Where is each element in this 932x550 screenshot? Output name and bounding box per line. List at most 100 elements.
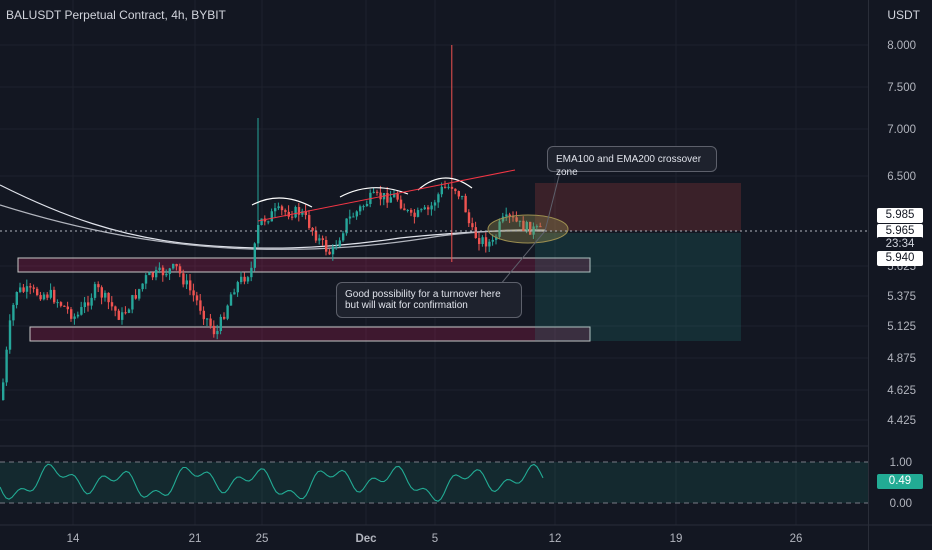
time-tick-label: 21 xyxy=(189,533,202,545)
candle-body xyxy=(433,202,437,206)
candle-body xyxy=(376,191,379,193)
candle-body xyxy=(199,300,202,311)
candle-body xyxy=(450,186,454,189)
support-zones xyxy=(17,183,741,342)
time-tick-label: 14 xyxy=(67,533,80,545)
rsi-value-badge: 0.49 xyxy=(877,474,923,489)
candle-body xyxy=(447,186,450,188)
candle-body xyxy=(73,316,76,319)
candle-body xyxy=(49,289,52,298)
candle-body xyxy=(257,225,260,244)
time-tick-label: Dec xyxy=(355,533,377,545)
candle-body xyxy=(287,211,290,217)
candle-body xyxy=(246,277,250,282)
time-tick-label: 25 xyxy=(256,533,269,545)
candle-body xyxy=(532,226,535,235)
candle-body xyxy=(471,223,474,228)
price-tick-label: 8.000 xyxy=(887,40,916,52)
candle-body xyxy=(243,276,246,282)
currency-label: USDT xyxy=(887,8,920,22)
rsi-tick-label: 0.00 xyxy=(890,498,912,510)
candle-body xyxy=(168,268,171,274)
candle-body xyxy=(522,220,525,232)
candle-body xyxy=(15,291,18,305)
time-tick-label: 26 xyxy=(790,533,803,545)
candle-body xyxy=(270,211,273,222)
candle-body xyxy=(297,207,301,215)
candle-body xyxy=(2,382,5,400)
resistance-trendline xyxy=(257,169,516,222)
candle-body xyxy=(5,349,8,383)
target-price-badge: 5.985 xyxy=(877,208,923,223)
candle-body xyxy=(403,208,406,211)
price-tick-label: 7.000 xyxy=(887,124,916,136)
candle-countdown: 23:34 xyxy=(877,237,923,252)
candle-body xyxy=(141,283,144,290)
candle-body xyxy=(189,280,192,291)
candle-body xyxy=(240,276,243,283)
candle-body xyxy=(148,272,151,276)
candle-body xyxy=(151,272,154,278)
rsi-band xyxy=(0,462,868,503)
chart-title: BALUSDT Perpetual Contract, 4h, BYBIT xyxy=(6,8,226,22)
candle-body xyxy=(311,227,314,231)
candle-body xyxy=(484,237,488,247)
ema-crossover-note[interactable]: EMA100 and EMA200 crossover zone xyxy=(547,146,717,178)
candle-body xyxy=(291,216,294,218)
candle-body xyxy=(104,292,107,298)
candle-body xyxy=(491,239,494,242)
candle-body xyxy=(478,238,481,244)
candle-body xyxy=(304,211,307,216)
candle-body xyxy=(212,325,216,335)
candle-body xyxy=(454,188,457,192)
candle-body xyxy=(413,212,416,217)
candle-body xyxy=(498,221,501,237)
candle-body xyxy=(277,206,280,209)
candle-body xyxy=(192,290,195,296)
time-tick-label: 12 xyxy=(549,533,562,545)
candle-body xyxy=(32,287,35,289)
candle-body xyxy=(437,194,440,203)
candle-body xyxy=(155,269,158,278)
candle-body xyxy=(518,220,522,222)
candle-body xyxy=(260,218,263,226)
candle-body xyxy=(301,211,304,215)
candle-body xyxy=(525,221,528,232)
candle-body xyxy=(267,221,270,223)
candle-body xyxy=(457,191,460,197)
time-tick-label: 19 xyxy=(670,533,683,545)
candle-body xyxy=(280,206,284,211)
candle-body xyxy=(93,284,97,298)
head-shoulders-arc-1 xyxy=(251,197,313,208)
candle-body xyxy=(444,186,447,188)
candle-body xyxy=(8,320,12,350)
candle-body xyxy=(406,209,409,211)
short-position-profit-area[interactable] xyxy=(535,233,741,341)
candle-body xyxy=(365,203,369,207)
candle-body xyxy=(284,210,287,212)
callout-pointer-1 xyxy=(544,171,561,232)
candle-body xyxy=(56,302,59,304)
lower-support-zone[interactable] xyxy=(29,326,591,342)
candle-body xyxy=(501,216,505,222)
candle-body xyxy=(294,207,297,218)
short-position-loss-area[interactable] xyxy=(535,183,741,231)
candle-body xyxy=(127,309,131,313)
candle-body xyxy=(325,239,328,252)
candle-body xyxy=(80,307,83,315)
candle-body xyxy=(182,273,185,285)
candle-body xyxy=(42,294,46,300)
candle-body xyxy=(66,306,69,310)
candle-body xyxy=(100,287,103,298)
candle-body xyxy=(226,305,229,319)
candle-body xyxy=(345,218,348,234)
upper-support-zone[interactable] xyxy=(17,257,591,273)
turnover-note[interactable]: Good possibility for a turnover here but… xyxy=(336,282,522,318)
candle-body xyxy=(416,210,420,217)
candle-body xyxy=(342,233,345,241)
candle-body xyxy=(423,207,426,210)
price-tick-label: 6.500 xyxy=(887,171,916,183)
candle-body xyxy=(110,302,114,307)
candle-body xyxy=(539,226,542,228)
